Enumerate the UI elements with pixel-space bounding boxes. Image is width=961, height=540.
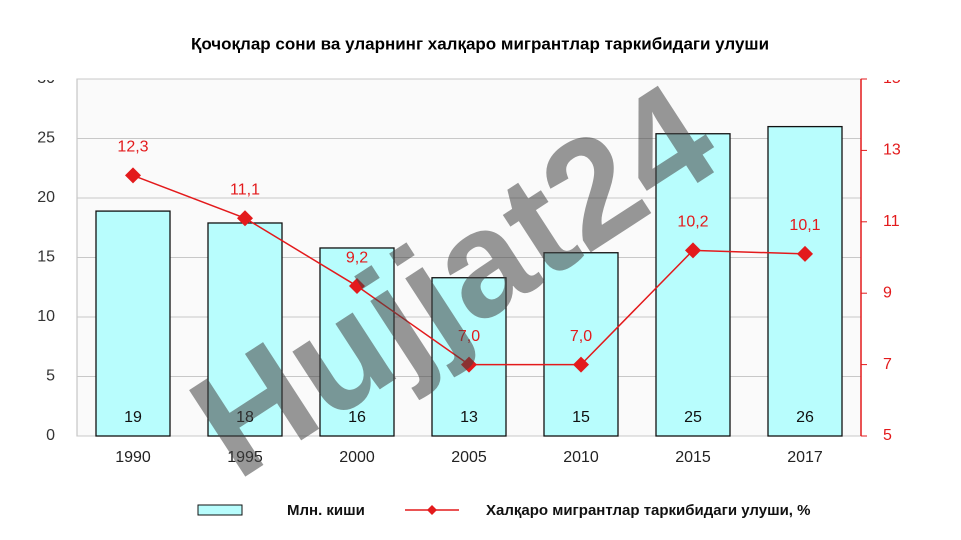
x-tick-label: 2005 [451, 449, 487, 466]
y2-tick-label: 13 [883, 142, 901, 159]
bar [655, 133, 731, 437]
line-value-label: 9,2 [346, 249, 368, 266]
line-marker [685, 242, 701, 259]
bar [207, 222, 283, 437]
bar-value-label: 19 [124, 409, 142, 426]
line-value-label: 7,0 [458, 328, 480, 345]
y-tick-label: 0 [46, 427, 55, 444]
line-marker [573, 356, 589, 373]
legend-marker [427, 505, 437, 515]
y2-tick-label: 15 [883, 70, 901, 87]
bar-value-label: 26 [796, 409, 814, 426]
y2-tick-label: 11 [883, 213, 900, 230]
bar-value-label: 13 [460, 409, 478, 426]
line-marker [797, 245, 813, 262]
bar [543, 252, 619, 437]
line-value-label: 10,1 [789, 217, 820, 234]
x-tick-label: 1995 [227, 449, 263, 466]
y-tick-label: 20 [37, 189, 55, 206]
x-tick-label: 2017 [787, 449, 823, 466]
x-tick-label: 2015 [675, 449, 711, 466]
bar-value-label: 16 [348, 409, 366, 426]
line-marker [237, 210, 253, 227]
y-tick-label: 10 [37, 308, 55, 325]
bar-value-label: 18 [236, 409, 254, 426]
legend-label: Млн. киши [287, 502, 365, 519]
legend-swatch [197, 504, 243, 516]
x-tick-label: 1990 [115, 449, 151, 466]
x-tick-label: 2000 [339, 449, 375, 466]
line-value-label: 7,0 [570, 328, 592, 345]
line-marker [125, 167, 141, 184]
y2-tick-label: 7 [883, 356, 892, 373]
y-tick-label: 25 [37, 130, 55, 147]
line-marker [461, 356, 477, 373]
line-marker [349, 278, 365, 295]
legend-label: Халқаро мигрантлар таркибидаги улуши, % [486, 502, 810, 519]
tick-group: 0 5 10 15 20 25 30 5 7 9 11 13 15 [37, 70, 901, 444]
bar-value-label: 15 [572, 409, 590, 426]
y2-tick-label: 5 [883, 427, 892, 444]
line-value-label: 10,2 [677, 214, 708, 231]
chart-title: Қочоқлар сони ва уларнинг халқаро мигран… [191, 34, 769, 53]
bar [95, 210, 171, 437]
line-value-label: 11,1 [230, 181, 260, 198]
y-tick-label: 15 [37, 249, 55, 266]
x-tick-label: 2010 [563, 449, 599, 466]
line-value-label: 12,3 [117, 139, 148, 156]
y2-tick-label: 9 [883, 284, 892, 301]
bar-value-label: 25 [684, 409, 702, 426]
y-tick-label: 30 [37, 70, 55, 87]
y-tick-label: 5 [46, 368, 55, 385]
bar [767, 125, 843, 437]
